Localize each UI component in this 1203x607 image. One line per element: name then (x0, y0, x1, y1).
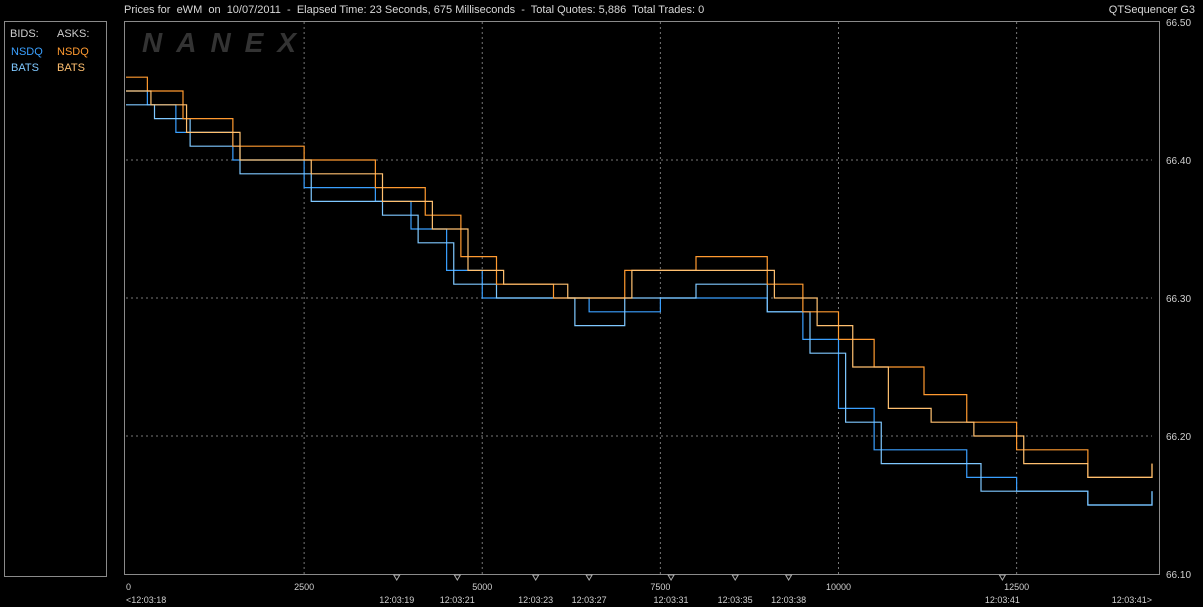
watermark-logo: NANEX (142, 27, 310, 58)
app-name: QTSequencer G3 (1108, 4, 1195, 16)
x-tick-label: 12500 (1004, 582, 1029, 592)
time-tick-label: 12:03:35 (718, 595, 753, 605)
time-marker (998, 574, 1007, 581)
time-tick-label: 12:03:41> (1112, 595, 1152, 605)
time-tick-label: 12:03:27 (572, 595, 607, 605)
plot-frame (124, 21, 1160, 575)
x-tick-label: 2500 (294, 582, 314, 592)
time-marker (731, 574, 740, 581)
series-bid-bats-line (126, 104, 1153, 506)
legend-bids-label: BIDS: (10, 28, 39, 40)
time-marker (784, 574, 793, 581)
chart-title: Prices for eWM on 10/07/2011 - Elapsed T… (124, 4, 705, 16)
y-tick-label: 66.20 (1166, 432, 1191, 443)
time-marker (392, 574, 401, 581)
time-tick-label: 12:03:23 (518, 595, 553, 605)
legend-panel: BIDS: ASKS: NSDQ NSDQ BATS BATS (4, 21, 107, 577)
time-tick-label: <12:03:18 (126, 595, 166, 605)
time-marker (585, 574, 594, 581)
time-tick-label: 12:03:31 (654, 595, 689, 605)
y-tick-label: 66.10 (1166, 570, 1191, 581)
time-tick-label: 12:03:21 (440, 595, 475, 605)
time-tick-label: 12:03:19 (379, 595, 414, 605)
time-marker (453, 574, 462, 581)
time-marker (667, 574, 675, 581)
time-tick-label: 12:03:41 (985, 595, 1020, 605)
x-tick-label: 5000 (472, 582, 492, 592)
legend-bid-bats: BATS (11, 62, 39, 74)
x-tick-label: 10000 (826, 582, 851, 592)
title-bar: Prices for eWM on 10/07/2011 - Elapsed T… (0, 0, 1203, 20)
time-tick-label: 12:03:38 (771, 595, 806, 605)
y-tick-label: 66.50 (1166, 18, 1191, 29)
series-ask-bats-line (126, 90, 1153, 478)
legend-asks-label: ASKS: (57, 28, 90, 40)
time-marker (531, 574, 540, 581)
legend-ask-bats: BATS (57, 62, 85, 74)
legend-ask-nsdq: NSDQ (57, 46, 89, 58)
x-tick-label: 0 (126, 582, 131, 592)
legend-bid-nsdq: NSDQ (11, 46, 43, 58)
series-ask-nsdq-line (126, 76, 1153, 478)
x-tick-label: 7500 (650, 582, 670, 592)
y-tick-label: 66.40 (1166, 156, 1191, 167)
y-tick-label: 66.30 (1166, 294, 1191, 305)
